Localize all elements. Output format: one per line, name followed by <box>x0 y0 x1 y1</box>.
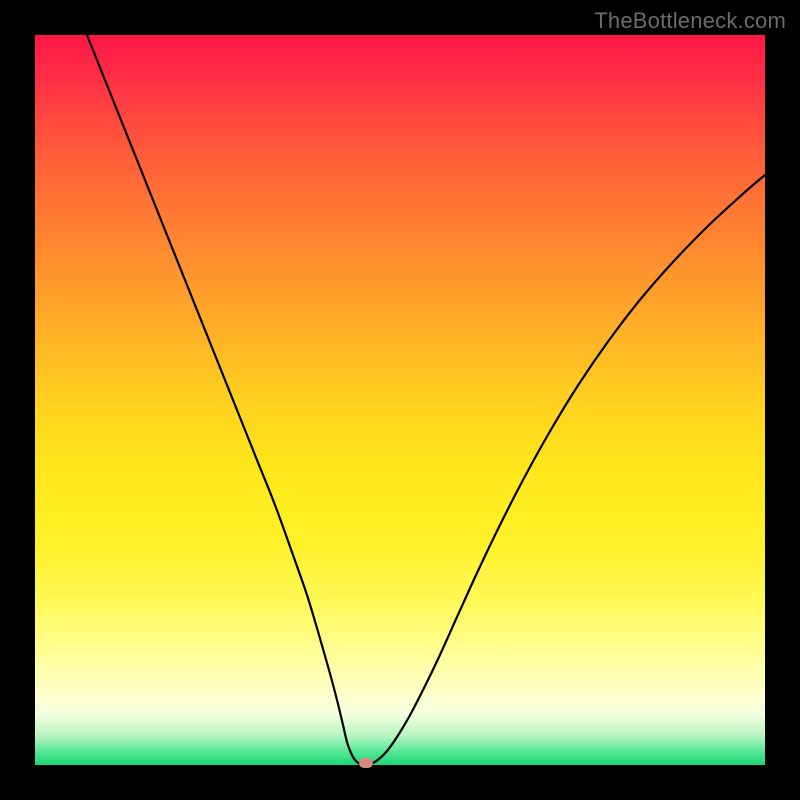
bottleneck-curve <box>35 35 765 765</box>
chart-plot-area <box>35 35 765 765</box>
watermark-text: TheBottleneck.com <box>594 8 786 34</box>
optimum-marker <box>359 758 373 768</box>
